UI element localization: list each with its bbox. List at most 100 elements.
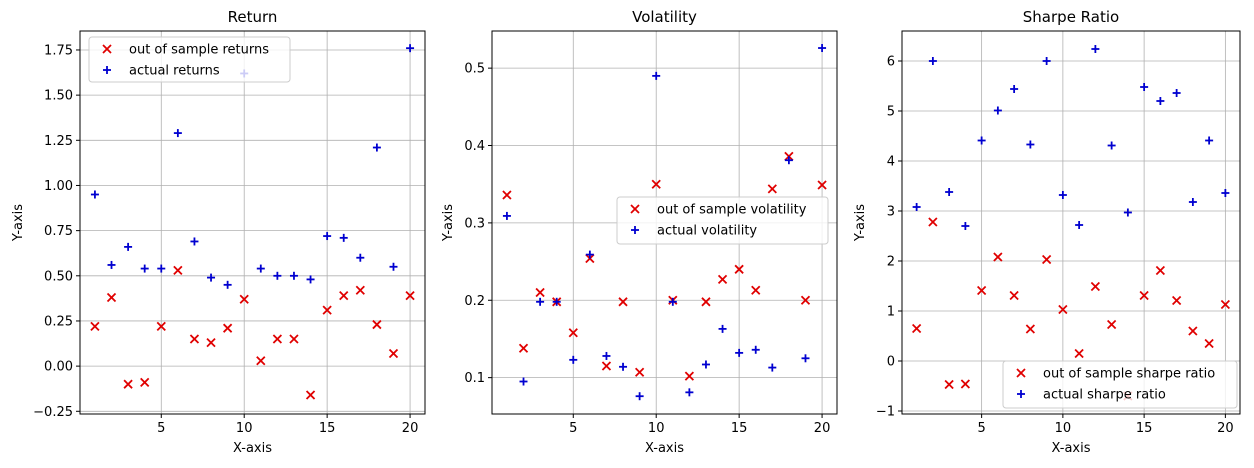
plus-marker-point	[668, 297, 677, 306]
plus-marker-point	[718, 324, 727, 333]
plus-marker-point	[552, 297, 561, 306]
x-marker-point	[222, 323, 233, 333]
y-tick-label: 1.50	[44, 89, 73, 104]
x-marker-point	[123, 379, 133, 389]
plus-marker-point	[339, 233, 348, 242]
axes-frame	[901, 30, 1241, 415]
x-axis-title: X-axis	[233, 441, 272, 456]
plus-marker-point	[519, 377, 528, 386]
plus-marker-point	[273, 271, 282, 280]
legend-marker	[103, 66, 111, 74]
y-tick-label: 1.75	[44, 43, 73, 58]
plus-marker-point	[1156, 97, 1165, 105]
plus-marker-point	[751, 345, 760, 354]
plus-marker-point	[569, 355, 578, 364]
x-marker-point	[717, 274, 728, 285]
plus-marker-point	[107, 260, 116, 269]
x-marker-point	[976, 285, 987, 296]
plus-marker-point	[818, 44, 827, 53]
x-marker-point	[1139, 290, 1149, 301]
x-marker-point	[518, 343, 529, 353]
y-tick-label: 5	[887, 105, 895, 120]
y-axis-title: Y-axis	[11, 204, 26, 242]
x-marker-point	[1155, 265, 1166, 276]
legend-entry-label: out of sample sharpe ratio	[1043, 367, 1215, 382]
y-tick-label: 6	[887, 55, 895, 70]
plus-marker-point	[1042, 57, 1051, 65]
axes-frame	[79, 30, 426, 415]
x-marker-point	[173, 265, 183, 276]
y-tick-label: 0.25	[44, 314, 73, 329]
plus-marker-point	[993, 106, 1002, 115]
plus-marker-point	[1058, 191, 1067, 199]
legend-box	[88, 36, 291, 83]
plus-marker-point	[190, 237, 199, 246]
x-marker-point	[405, 291, 415, 301]
x-marker-point	[1220, 299, 1231, 310]
plus-marker-point	[289, 271, 298, 280]
plus-marker-point	[1172, 89, 1181, 97]
x-marker-point	[372, 319, 382, 330]
x-marker-point	[339, 291, 349, 301]
x-marker-point	[189, 334, 200, 344]
x-marker-point	[1009, 290, 1019, 301]
plus-marker-point	[685, 388, 694, 397]
x-tick-label: 5	[157, 421, 165, 436]
plus-marker-point	[801, 354, 810, 363]
plus-marker-point	[735, 348, 744, 357]
y-tick-label: 2	[887, 255, 895, 270]
y-tick-label: 3	[887, 205, 895, 220]
legend: out of sample sharpe ratio actual sharpe …	[1002, 360, 1238, 409]
plus-marker-point	[306, 275, 315, 284]
y-tick-label: 0.1	[464, 371, 485, 386]
x-marker-point	[751, 285, 761, 295]
plus-marker-point	[652, 71, 661, 80]
x-marker-point	[684, 371, 695, 381]
plus-marker-point	[1107, 141, 1116, 150]
x-marker-point	[388, 348, 399, 359]
panel-2: 5 10 15 20 0.1 0.2 0.3 0.4 0.5 Volatility X-axis Y-…	[441, 8, 838, 456]
x-marker-point	[206, 338, 216, 348]
panel-title: Volatility	[632, 8, 697, 26]
x-marker-point	[106, 292, 117, 303]
y-tick-label: 0.4	[464, 139, 485, 154]
x-marker-point	[256, 356, 266, 366]
panel-1: 5 10 15 20 −0.25 0.00 0.25 0.50 0.75 1.00 1.25 1.50…	[11, 8, 426, 456]
plus-marker-point	[1123, 208, 1132, 217]
x-marker-point	[911, 323, 922, 334]
plus-marker-point	[207, 273, 216, 282]
legend-marker	[631, 226, 639, 234]
plus-marker-point	[784, 156, 793, 165]
x-marker-point	[140, 377, 150, 388]
x-marker-point	[601, 361, 612, 371]
y-axis-title: Y-axis	[441, 204, 456, 242]
plus-marker-point	[602, 351, 611, 360]
x-marker-point	[568, 328, 578, 338]
legend-entry-label: actual sharpe ratio	[1043, 388, 1166, 403]
x-marker-point	[993, 252, 1003, 262]
plus-marker-point	[389, 262, 398, 271]
x-marker-point	[322, 305, 332, 315]
plus-marker-point	[1010, 85, 1019, 93]
y-axis-title: Y-axis	[853, 204, 868, 242]
legend-entry-label: out of sample volatility	[657, 203, 807, 218]
x-marker-point	[960, 379, 971, 389]
x-marker-point	[634, 367, 645, 377]
x-marker-point	[535, 287, 545, 298]
x-marker-point	[1041, 254, 1052, 265]
plus-marker-point	[1205, 136, 1214, 145]
y-tick-label: 0.5	[464, 62, 485, 77]
legend-marker	[630, 204, 640, 214]
x-marker-point	[1171, 295, 1182, 306]
legend-marker	[102, 44, 112, 54]
plus-marker-point	[157, 264, 166, 273]
x-tick-label: 20	[402, 421, 419, 436]
plus-marker-point	[124, 242, 133, 251]
x-tick-label: 20	[1217, 421, 1234, 436]
y-tick-label: 4	[887, 155, 895, 170]
plus-marker-point	[406, 44, 415, 53]
y-tick-label: 0.3	[464, 216, 485, 231]
y-tick-label: 0.50	[44, 269, 73, 284]
x-marker-point	[928, 217, 938, 227]
